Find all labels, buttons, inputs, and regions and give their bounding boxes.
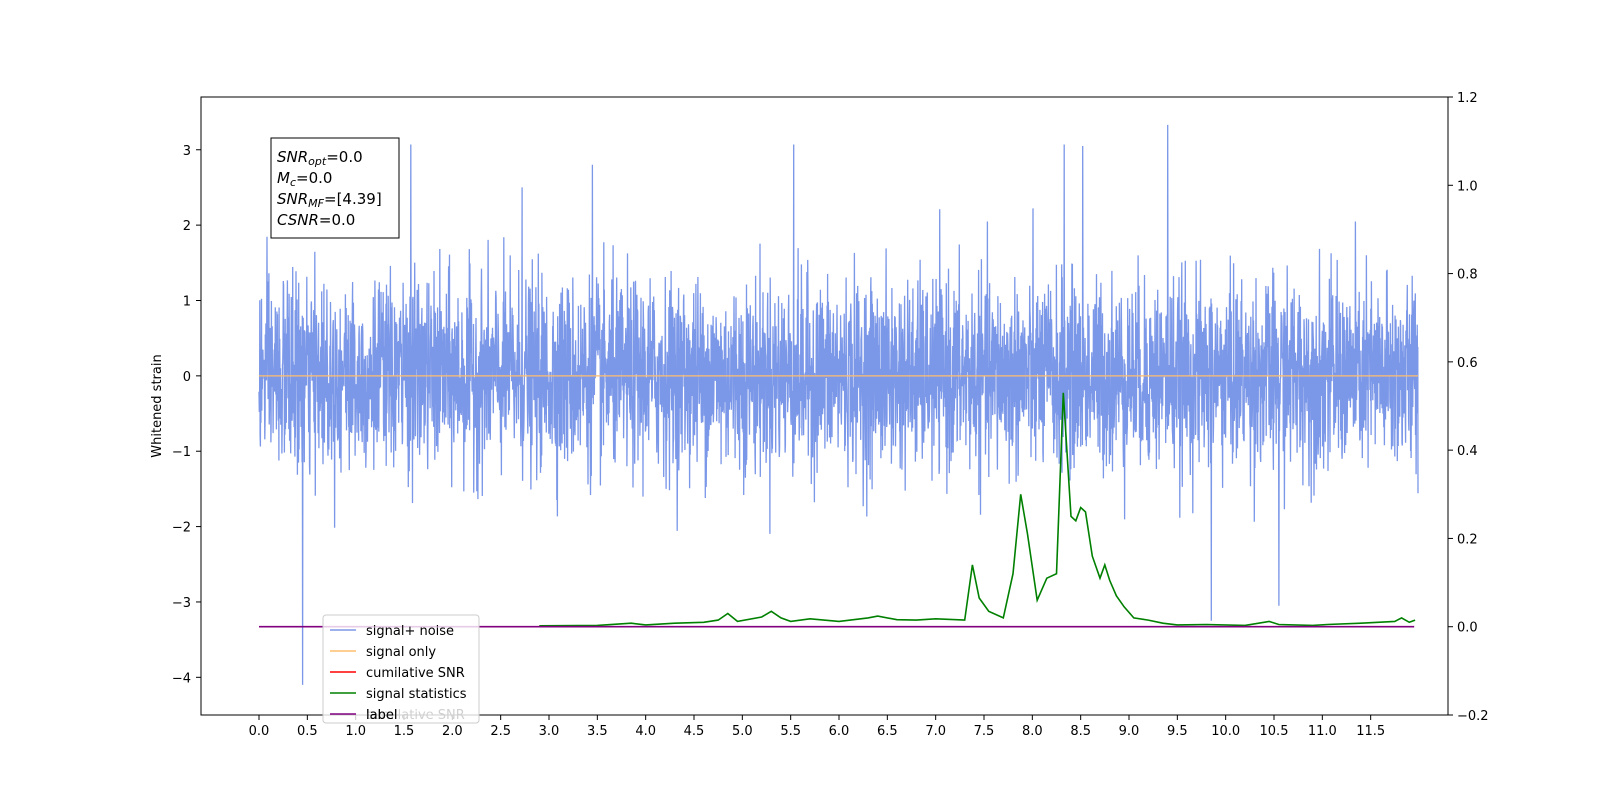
legend-entry-label-top: label (366, 708, 397, 723)
axes-frame (200, 96, 1449, 716)
y2-tick-label: 0.0 (1457, 621, 1478, 636)
y2-tick-label: 1.0 (1457, 179, 1478, 194)
legend-entry: signal statistics (366, 687, 467, 702)
y2-tick-label: 0.2 (1457, 532, 1478, 547)
x-axis: 0.0 0.5 1.0 1.5 2.0 2.5 3.0 3.5 4.0 4.5 5.0 5.5 6.0 6… (249, 715, 1385, 739)
legend-entry: cumilative SNR (366, 666, 465, 681)
annotation-line: CSNR=0.0 (277, 211, 355, 229)
x-tick-label: 5.0 (732, 724, 753, 739)
x-tick-label: 3.5 (587, 724, 608, 739)
x-tick-label: 2.5 (490, 724, 511, 739)
y-tick-label: −2 (172, 521, 191, 536)
x-tick-label: 2.0 (442, 724, 463, 739)
y-axis-label: Whitened strain (150, 354, 165, 457)
y-tick-label: −4 (172, 671, 191, 686)
y2-tick-label: 0.8 (1457, 268, 1478, 283)
x-tick-label: 4.0 (635, 724, 656, 739)
x-tick-label: 11.5 (1356, 724, 1385, 739)
legend-entry: label (366, 708, 397, 723)
y-tick-label: −1 (172, 445, 191, 460)
y-axis-right: −0.2 0.0 0.2 0.4 0.6 0.8 1.0 1.2 (1448, 91, 1489, 724)
x-tick-label: 10.0 (1211, 724, 1240, 739)
x-tick-label: 0.0 (249, 724, 270, 739)
legend-entry: signal+ noise (366, 624, 454, 639)
x-tick-label: 0.5 (297, 724, 318, 739)
x-tick-label: 11.0 (1308, 724, 1337, 739)
x-tick-label: 1.5 (394, 724, 415, 739)
x-tick-label: 7.5 (974, 724, 995, 739)
x-tick-label: 9.0 (1119, 724, 1140, 739)
y2-tick-label: 0.6 (1457, 356, 1478, 371)
legend-entry: signal only (366, 645, 436, 660)
x-tick-label: 4.5 (684, 724, 705, 739)
y-tick-label: 3 (183, 144, 191, 159)
x-tick-label: 7.0 (925, 724, 946, 739)
legend-overlap-text: cumilative SNR (366, 708, 465, 723)
x-tick-label: 9.5 (1167, 724, 1188, 739)
x-tick-label: 8.0 (1022, 724, 1043, 739)
annotation-line: Mc=0.0 (277, 169, 332, 189)
x-tick-label: 3.0 (539, 724, 560, 739)
y-tick-label: 0 (183, 370, 191, 385)
x-tick-label: 10.5 (1260, 724, 1289, 739)
y-tick-label: −3 (172, 596, 191, 611)
series-signal-statistics (539, 392, 1416, 627)
series-layer (258, 124, 1419, 685)
y2-tick-label: 0.4 (1457, 444, 1478, 459)
legend: signal+ noise signal only cumilative SNR si… (322, 614, 480, 724)
x-tick-label: 6.0 (829, 724, 850, 739)
series-signal-noise (258, 124, 1419, 685)
annotation-line: SNRopt=0.0 (277, 148, 363, 168)
y-tick-label: 2 (183, 219, 191, 234)
y-tick-label: 1 (183, 294, 191, 309)
x-tick-label: 6.5 (877, 724, 898, 739)
y2-tick-label: 1.2 (1457, 91, 1478, 106)
y2-tick-label: −0.2 (1457, 709, 1489, 724)
x-tick-label: 1.0 (345, 724, 366, 739)
y-axis-left: −4 −3 −2 −1 0 1 2 3 (172, 144, 201, 686)
x-tick-label: 8.5 (1070, 724, 1091, 739)
x-tick-label: 5.5 (780, 724, 801, 739)
annotation-line: SNRMF=[4.39] (277, 190, 382, 210)
